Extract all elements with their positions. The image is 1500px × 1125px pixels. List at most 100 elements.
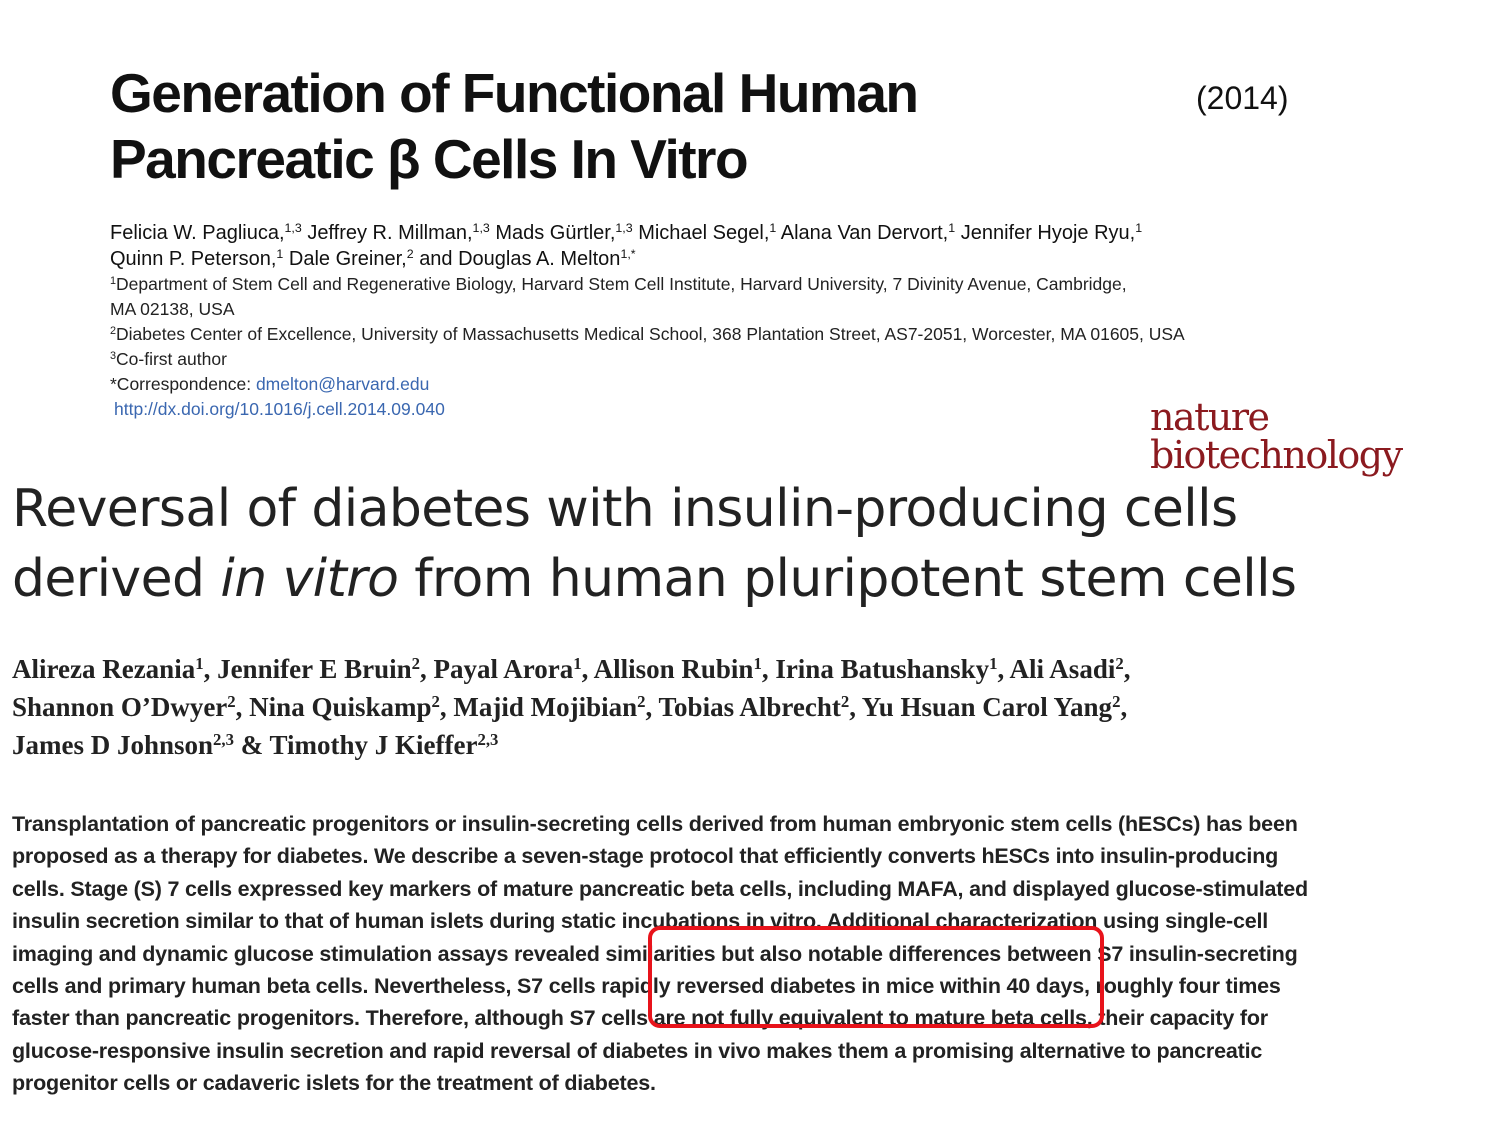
- author-sep: ,: [439, 692, 454, 722]
- author-sep: ,: [761, 654, 776, 684]
- author-sup: 1: [753, 653, 762, 673]
- author-sup: 1,3: [284, 221, 302, 236]
- author-sup: 1: [989, 653, 998, 673]
- author-name: Irina Batushansky: [775, 654, 990, 684]
- affiliation-text: Diabetes Center of Excellence, Universit…: [116, 324, 1185, 344]
- nature-biotechnology-logo: nature biotechnology: [1150, 395, 1403, 477]
- author-name: Alana Van Dervort,: [780, 222, 949, 244]
- title-italic: in vitro: [220, 549, 399, 609]
- author-sep: ,: [849, 692, 862, 722]
- abstract-line: proposed as a therapy for diabetes. We d…: [12, 844, 1279, 869]
- affiliation-text: MA 02138, USA: [110, 299, 235, 319]
- paper2-authors-line2: Shannon O’Dwyer2, Nina Quiskamp2, Majid …: [12, 688, 1462, 726]
- author-sep: ,: [1123, 654, 1131, 684]
- paper1-title-line1: Generation of Functional Human: [110, 62, 919, 124]
- author-sup: 1: [276, 247, 284, 262]
- author-name: Majid Mojibian: [453, 692, 638, 722]
- author-sup: 2,3: [477, 729, 499, 749]
- author-sup: 1,3: [615, 221, 633, 236]
- author-name: Michael Segel,: [638, 222, 770, 244]
- abstract-line: imaging and dynamic glucose stimulation …: [12, 941, 1298, 966]
- abstract-line: progenitor cells or cadaveric islets for…: [12, 1071, 656, 1096]
- author-sep: ,: [1120, 692, 1128, 722]
- doi-link[interactable]: http://dx.doi.org/10.1016/j.cell.2014.09…: [114, 399, 445, 419]
- paper1-authors-line2: Quinn P. Peterson,1 Dale Greiner,2 and D…: [110, 246, 1410, 272]
- affiliation-line: MA 02138, USA: [110, 297, 1410, 322]
- paper1-year: (2014): [1196, 80, 1289, 116]
- affiliation-sup: 3: [110, 350, 117, 363]
- author-sep: ,: [203, 654, 218, 684]
- paper2-authors-line3: James D Johnson2,3 & Timothy J Kieffer2,…: [12, 726, 1462, 764]
- paper2-title-line2: derived in vitro from human pluripotent …: [12, 544, 1462, 614]
- author-name: Shannon O’Dwyer: [12, 692, 228, 722]
- author-sep: ,: [997, 654, 1010, 684]
- affiliation-line: 1Department of Stem Cell and Regenerativ…: [110, 272, 1410, 297]
- paper2-authors-line1: Alireza Rezania1, Jennifer E Bruin2, Pay…: [12, 650, 1462, 688]
- title-text: from human pluripotent stem cells: [414, 549, 1297, 609]
- abstract-line: cells. Stage (S) 7 cells expressed key m…: [12, 876, 1308, 901]
- author-name: Alireza Rezania: [12, 654, 196, 684]
- author-sup: 1: [573, 653, 582, 673]
- author-sep: ,: [645, 692, 659, 722]
- author-name: Ali Asadi: [1009, 654, 1116, 684]
- affiliation-line: 3Co-first author: [110, 347, 1410, 372]
- author-sup: 2: [840, 691, 850, 711]
- paper2-title: Reversal of diabetes with insulin-produc…: [12, 474, 1462, 614]
- author-name: Dale Greiner,: [288, 248, 407, 270]
- author-name: James D Johnson: [12, 730, 214, 760]
- abstract-line: Transplantation of pancreatic progenitor…: [12, 812, 1298, 836]
- doi-line: http://dx.doi.org/10.1016/j.cell.2014.09…: [110, 397, 1410, 422]
- author-sep: ,: [581, 654, 594, 684]
- affiliation-text: Co-first author: [116, 349, 227, 369]
- author-name: Jennifer Hyoje Ryu,: [960, 222, 1136, 244]
- author-sep: ,: [419, 654, 434, 684]
- paper1-authors: Felicia W. Pagliuca,1,3 Jeffrey R. Millm…: [110, 220, 1410, 272]
- author-name: Quinn P. Peterson,: [110, 248, 277, 270]
- paper2-abstract: Transplantation of pancreatic progenitor…: [12, 808, 1482, 1100]
- author-sup: 1,3: [472, 221, 490, 236]
- author-sup: 1,*: [620, 247, 636, 262]
- author-sup: 2: [1112, 691, 1121, 711]
- author-name: Mads Gürtler,: [495, 222, 616, 244]
- highlight-box: [648, 926, 1104, 1028]
- author-sup: 2: [431, 691, 440, 711]
- paper1-affiliations: 1Department of Stem Cell and Regenerativ…: [110, 272, 1410, 422]
- affiliation-text: Department of Stem Cell and Regenerative…: [116, 274, 1127, 294]
- author-sup: 2: [637, 691, 646, 711]
- author-name: Tobias Albrecht: [658, 692, 841, 722]
- author-name: Nina Quiskamp: [249, 692, 432, 722]
- author-name: Payal Arora: [433, 654, 574, 684]
- author-sep: &: [233, 730, 270, 760]
- author-name: and Douglas A. Melton: [419, 248, 621, 270]
- paper2-title-line1: Reversal of diabetes with insulin-produc…: [12, 479, 1238, 539]
- author-sup: 2: [227, 691, 236, 711]
- logo-line1: nature: [1150, 395, 1270, 439]
- abstract-line: glucose-responsive insulin secretion and…: [12, 1038, 1263, 1063]
- paper1-authors-line1: Felicia W. Pagliuca,1,3 Jeffrey R. Millm…: [110, 220, 1410, 246]
- paper1-title-line2: Pancreatic β Cells In Vitro: [110, 128, 749, 190]
- logo-line2: biotechnology: [1150, 433, 1403, 477]
- author-sup: 1: [769, 221, 777, 236]
- correspondence-label: *Correspondence:: [110, 374, 252, 394]
- author-name: Felicia W. Pagliuca,: [110, 222, 285, 244]
- affiliation-sup: 2: [110, 325, 117, 338]
- author-sep: ,: [235, 692, 250, 722]
- author-sup: 2: [1115, 653, 1124, 673]
- author-name: Jeffrey R. Millman,: [307, 222, 473, 244]
- paper2-authors: Alireza Rezania1, Jennifer E Bruin2, Pay…: [12, 650, 1462, 764]
- author-sup: 2: [411, 653, 420, 673]
- author-sup: 2: [406, 247, 414, 262]
- author-sup: 1: [948, 221, 956, 236]
- author-sup: 1: [195, 653, 204, 673]
- affiliation-line: 2Diabetes Center of Excellence, Universi…: [110, 322, 1410, 347]
- author-name: Jennifer E Bruin: [217, 654, 412, 684]
- title-text: derived: [12, 549, 205, 609]
- paper1-title: Generation of Functional Human Pancreati…: [110, 60, 1110, 192]
- correspondence-line: *Correspondence: dmelton@harvard.edu: [110, 372, 1410, 397]
- author-sup: 2,3: [213, 729, 234, 749]
- author-name: Allison Rubin: [593, 654, 754, 684]
- email-link[interactable]: dmelton@harvard.edu: [255, 374, 430, 394]
- author-name: Yu Hsuan Carol Yang: [861, 692, 1113, 722]
- author-name: Timothy J Kieffer: [269, 730, 478, 760]
- author-sup: 1: [1135, 221, 1143, 236]
